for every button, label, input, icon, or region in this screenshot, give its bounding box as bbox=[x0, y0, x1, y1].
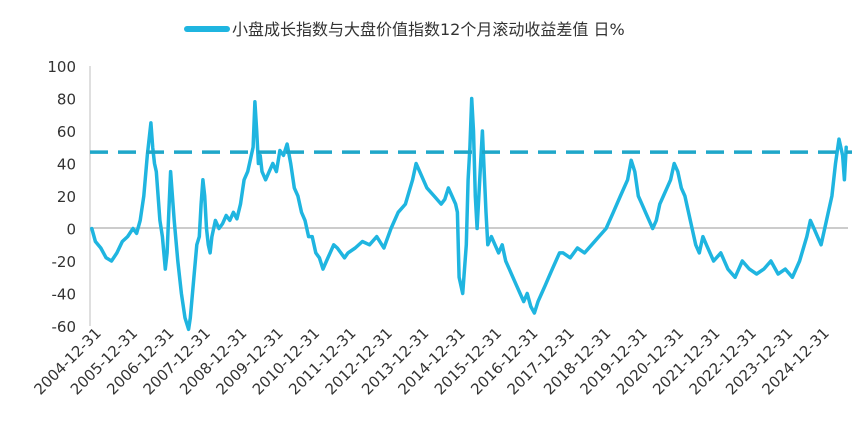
y-tick-label: -20 bbox=[52, 253, 77, 271]
legend: 小盘成长指数与大盘价值指数12个月滚动收益差值 日% bbox=[184, 20, 625, 39]
x-tick-labels: 2004-12-312005-12-312006-12-312007-12-31… bbox=[30, 324, 832, 398]
y-tick-label: -60 bbox=[52, 318, 77, 336]
y-tick-label: 100 bbox=[47, 58, 76, 76]
y-tick-label: 20 bbox=[57, 188, 76, 206]
series-line bbox=[90, 96, 848, 332]
y-tick-label: 80 bbox=[57, 91, 76, 109]
y-tick-label: 0 bbox=[66, 221, 76, 239]
y-tick-label: -40 bbox=[52, 286, 77, 304]
y-tick-label: 60 bbox=[57, 123, 76, 141]
legend-label: 小盘成长指数与大盘价值指数12个月滚动收益差值 日% bbox=[232, 20, 625, 39]
y-tick-label: 40 bbox=[57, 156, 76, 174]
y-tick-labels: 100 80 60 40 20 0 -20 -40 -60 bbox=[47, 58, 76, 336]
